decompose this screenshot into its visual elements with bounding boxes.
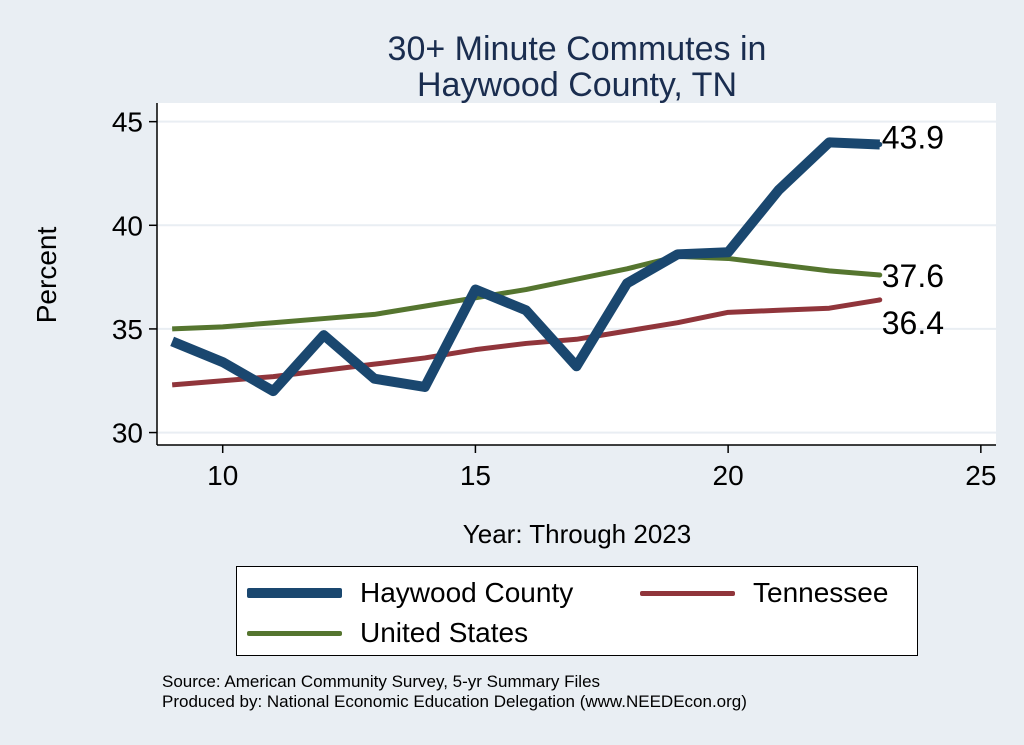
legend-label-united-states: United States — [360, 617, 529, 648]
end-label-tennessee: 36.4 — [882, 305, 944, 341]
end-label-haywood-county: 43.9 — [882, 119, 944, 155]
x-tick-label-25: 25 — [965, 460, 996, 491]
y-axis-label: Percent — [31, 227, 62, 324]
chart-title-line-1: 30+ Minute Commutes in — [388, 30, 767, 68]
legend-swatch-tennessee — [640, 590, 735, 596]
end-labels: 43.9 36.4 37.6 — [882, 119, 944, 340]
legend-label-haywood: Haywood County — [360, 577, 574, 608]
series-line-united-states — [172, 253, 880, 332]
x-tick-label-10: 10 — [207, 460, 238, 491]
y-tick-label-35: 35 — [112, 314, 143, 345]
y-tick-label-45: 45 — [112, 107, 143, 138]
legend-swatch-haywood — [247, 588, 342, 598]
source-line: Source: American Community Survey, 5-yr … — [162, 672, 601, 691]
end-label-united-states: 37.6 — [882, 258, 944, 294]
end-point-tennessee — [877, 297, 883, 303]
legend-swatch-united-states — [247, 630, 342, 636]
legend-label-tennessee: Tennessee — [753, 577, 889, 608]
legend: Haywood County Tennessee United States — [236, 566, 918, 656]
x-tick-label-15: 15 — [460, 460, 491, 491]
series-lines — [170, 137, 883, 397]
legend-item-united-states: United States — [247, 617, 528, 649]
series-line-haywood-county — [170, 137, 880, 397]
chart-title-line-2: Haywood County, TN — [417, 66, 737, 104]
gridlines — [157, 120, 996, 434]
x-tick-label-20: 20 — [713, 460, 744, 491]
end-point-united-states — [877, 272, 883, 278]
end-point-haywood-county — [877, 141, 883, 147]
source-note: Source: American Community Survey, 5-yr … — [162, 672, 747, 712]
axes: 30 35 40 45 10 15 20 25 — [112, 103, 996, 491]
legend-item-tennessee: Tennessee — [640, 577, 888, 609]
producer-line: Produced by: National Economic Education… — [162, 692, 747, 711]
legend-item-haywood: Haywood County — [247, 577, 573, 609]
x-axis-label: Year: Through 2023 — [463, 519, 691, 549]
y-tick-label-30: 30 — [112, 418, 143, 449]
y-tick-label-40: 40 — [112, 210, 143, 241]
